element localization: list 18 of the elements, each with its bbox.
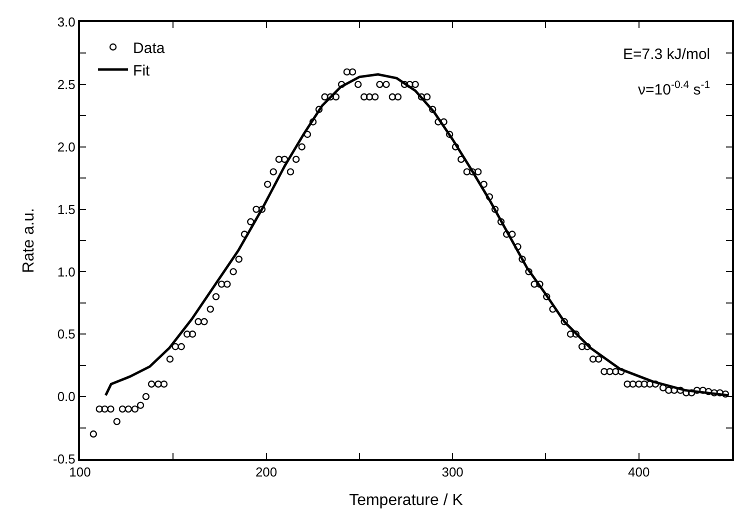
y-tick-label: 2.0 bbox=[57, 139, 76, 154]
y-tick-label: 1.0 bbox=[57, 264, 76, 280]
y-axis-title: Rate a.u. bbox=[20, 208, 38, 273]
legend-label: Data bbox=[133, 40, 166, 57]
y-tick-label: 3.0 bbox=[57, 14, 76, 30]
y-tick-label: 1.5 bbox=[57, 202, 76, 217]
y-tick-label: 2.5 bbox=[57, 76, 76, 92]
y-tick-label: -0.5 bbox=[52, 452, 76, 467]
x-axis-title: Temperature / K bbox=[349, 492, 464, 509]
x-tick-label: 100 bbox=[69, 464, 91, 480]
annotation: ν=10$^{-0.4}$ s$^{-1}$ bbox=[638, 79, 710, 98]
x-tick-label: 400 bbox=[628, 464, 650, 480]
annotation: E=7.3 kJ/mol bbox=[623, 46, 710, 63]
y-tick-label: 0.0 bbox=[57, 389, 76, 404]
legend-label: Fit bbox=[133, 62, 151, 80]
x-tick-label: 200 bbox=[255, 464, 278, 480]
x-tick-label: 300 bbox=[442, 464, 464, 480]
y-tick-label: 0.5 bbox=[57, 326, 76, 342]
